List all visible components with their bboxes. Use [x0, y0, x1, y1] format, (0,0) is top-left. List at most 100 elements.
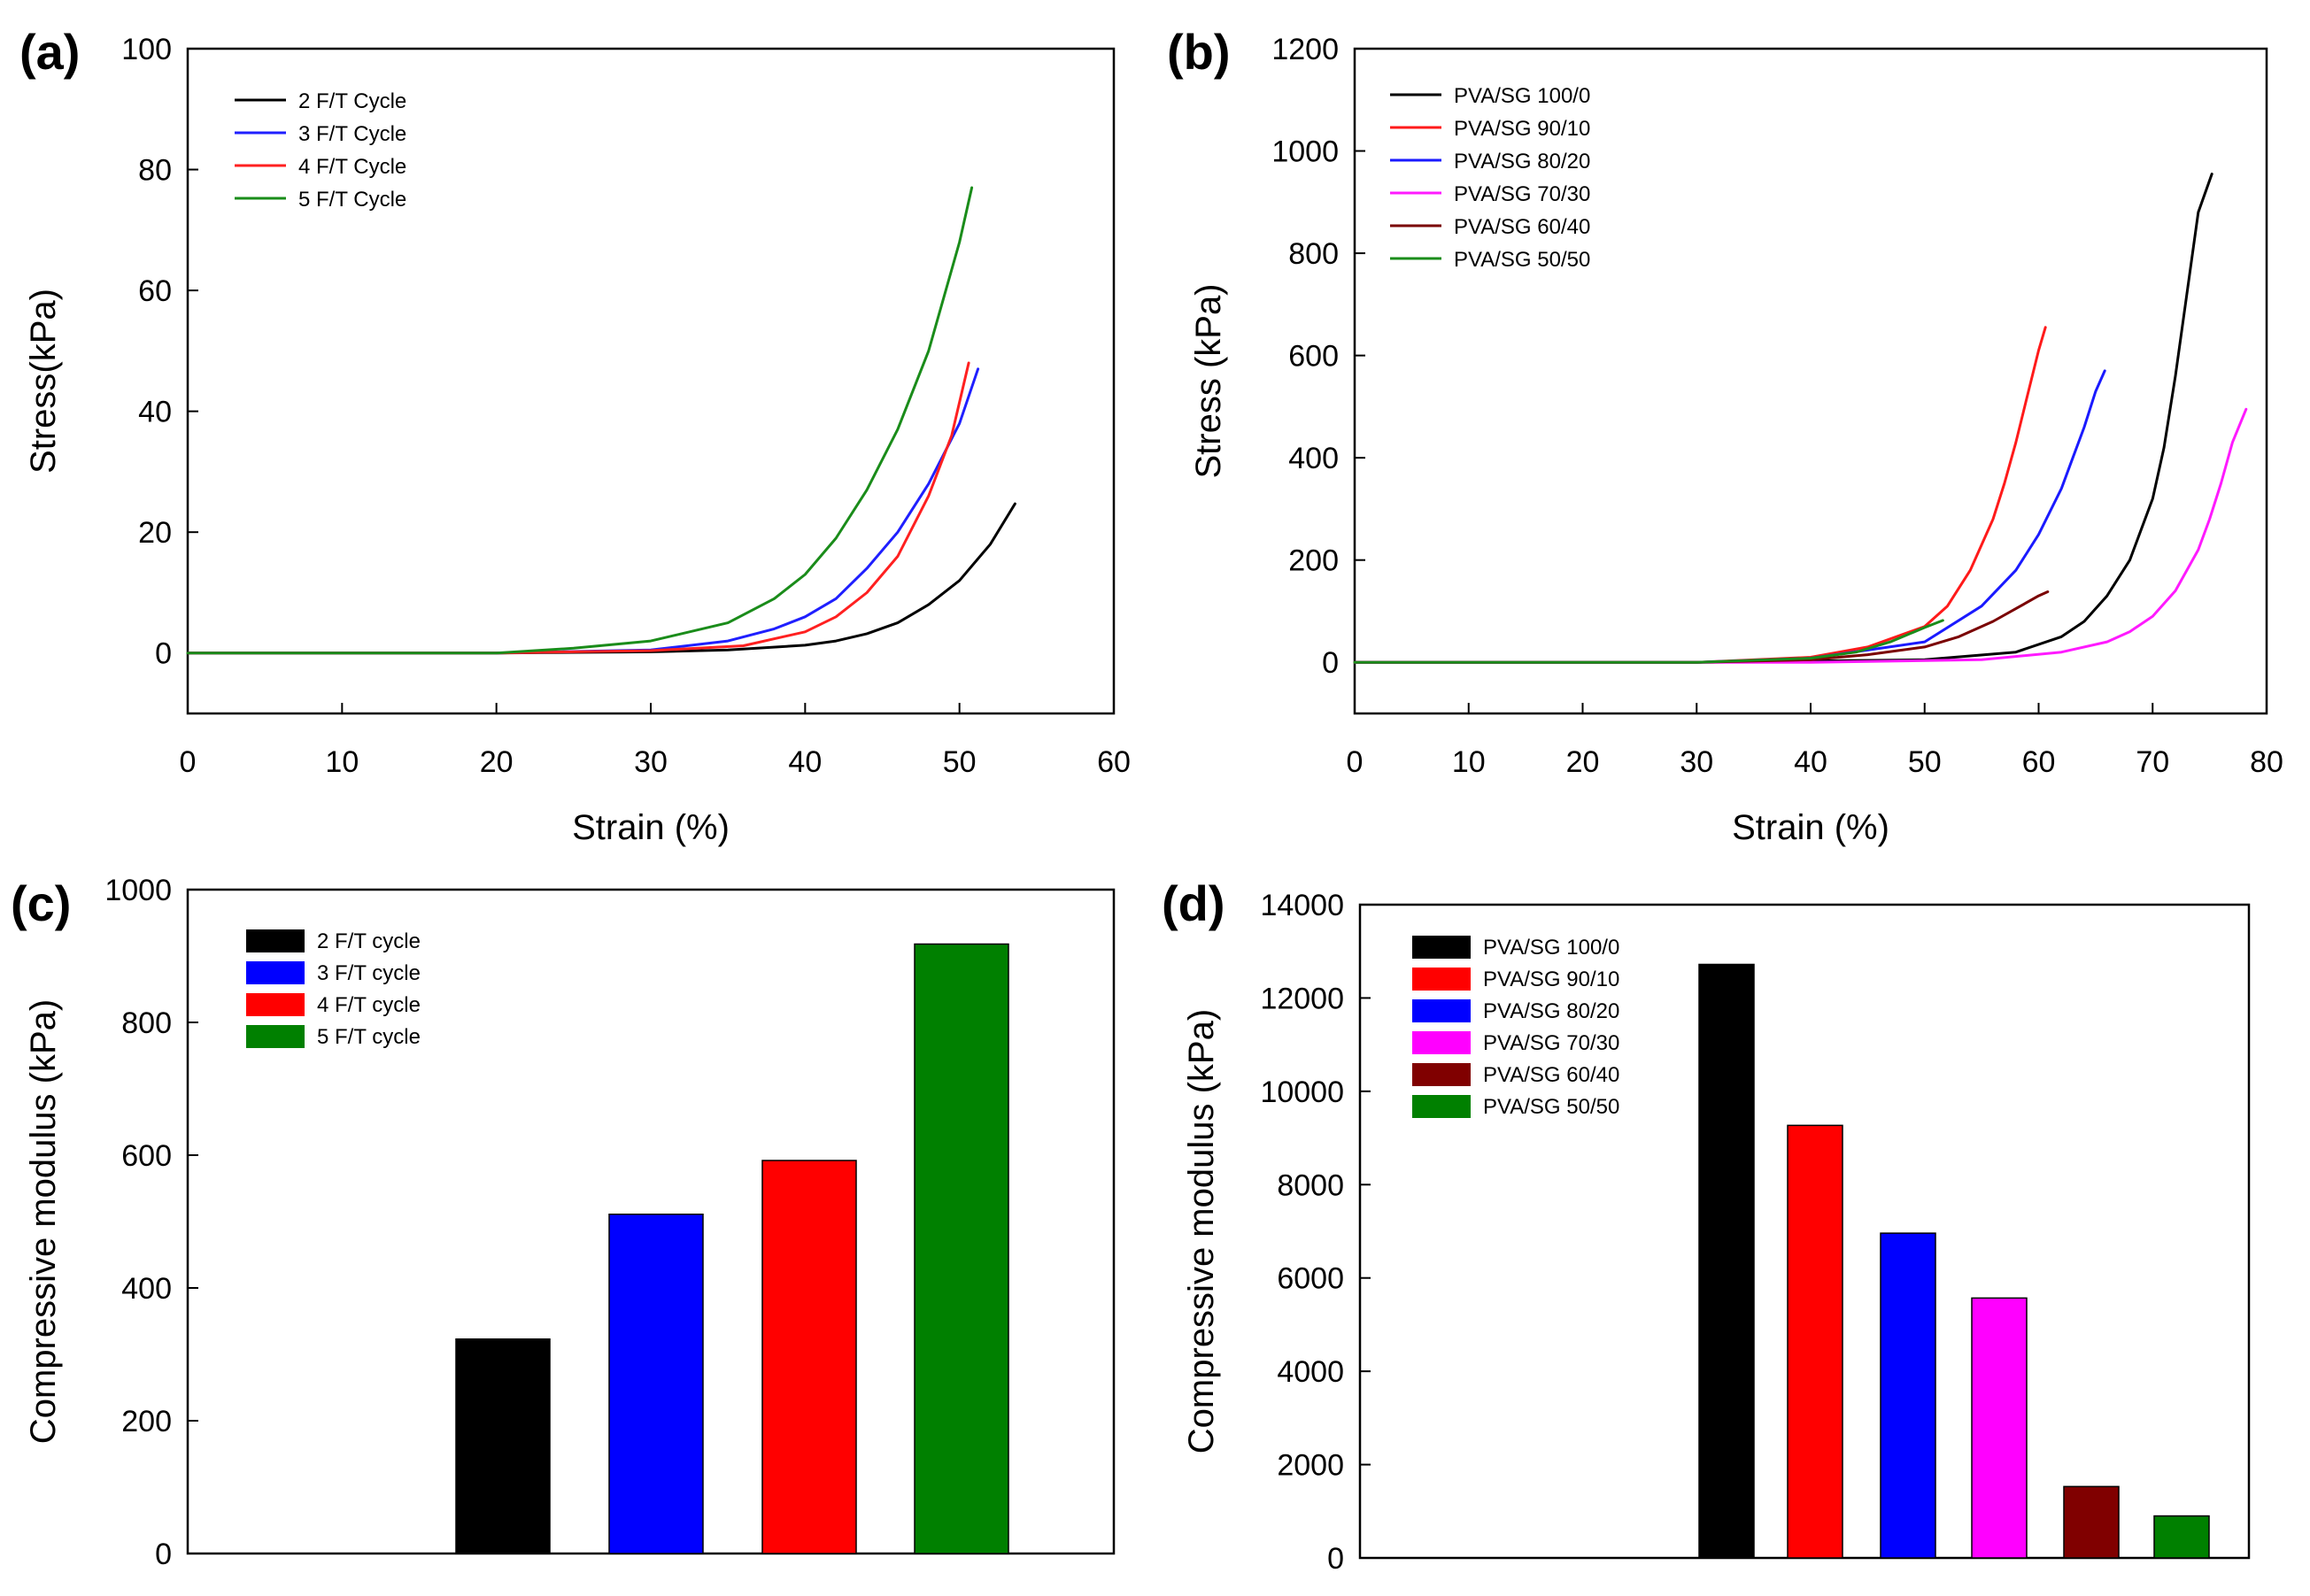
x-axis-title: Strain (%) [572, 808, 730, 847]
y-tick-label: 1200 [1271, 33, 1339, 66]
y-tick-label: 60 [138, 274, 172, 308]
y-tick-label: 400 [121, 1272, 172, 1306]
panel-b: (b) 0 200 400 600 800 1000 1200 Stress (kPa) 0 10 2… [1167, 24, 2283, 847]
y-axis-title: Stress (kPa) [1189, 283, 1228, 478]
series-line-2 [1353, 326, 2047, 664]
x-tick-label: 10 [325, 745, 359, 779]
panel-letter: (c) [11, 875, 71, 931]
legend-label: PVA/SG 50/50 [1454, 248, 1590, 272]
legend-swatch [1412, 968, 1471, 991]
y-tick-label: 0 [155, 1538, 172, 1571]
panel-letter: (d) [1162, 875, 1225, 931]
y-tick-label: 0 [1322, 646, 1339, 680]
x-tick-label: 40 [1794, 745, 1827, 779]
panel-a: (a) 0 20 40 60 80 100 Stress(kPa) 0 10 20 30 40 50 60 S… [19, 24, 1131, 847]
bar-2 [608, 1214, 704, 1554]
legend-label: PVA/SG 70/30 [1454, 182, 1590, 206]
y-tick-label: 14000 [1260, 889, 1344, 922]
series-line-1 [186, 502, 1016, 655]
legend-swatch [246, 929, 305, 952]
y-tick-label: 200 [121, 1405, 172, 1438]
legend-label: 4 F/T cycle [317, 993, 421, 1017]
legend-label: 3 F/T cycle [317, 961, 421, 985]
series-line-1 [1353, 173, 2213, 664]
bar-3 [761, 1160, 857, 1554]
x-tick-label: 60 [2022, 745, 2056, 779]
panel-letter: (a) [19, 24, 80, 80]
y-tick-label: 6000 [1277, 1262, 1344, 1296]
bar-4 [1971, 1297, 2028, 1559]
panel-letter: (b) [1167, 24, 1231, 80]
y-tick-label: 100 [121, 33, 172, 66]
legend-swatch [1412, 1063, 1471, 1086]
x-axis-title: Strain (%) [1732, 808, 1889, 847]
bar-5 [2063, 1485, 2120, 1559]
x-tick-label: 60 [1097, 745, 1131, 779]
x-tick-label: 20 [1566, 745, 1600, 779]
y-tick-label: 800 [1288, 237, 1339, 271]
y-tick-label: 0 [1327, 1542, 1344, 1576]
x-tick-label: 40 [788, 745, 822, 779]
panel-c: (c) 0 200 400 600 800 1000 Compressive modulus … [11, 874, 1116, 1571]
legend-swatch [246, 993, 305, 1016]
x-tick-label: 20 [480, 745, 514, 779]
y-tick-label: 800 [121, 1006, 172, 1040]
y-axis-title: Compressive modulus (kPa) [1182, 1009, 1221, 1453]
series-line-6 [1353, 619, 1944, 664]
series-line-5 [1353, 590, 2050, 664]
series-line-2 [186, 367, 980, 655]
y-tick-label: 0 [155, 637, 172, 671]
legend-label: 5 F/T cycle [317, 1025, 421, 1049]
x-tick-label: 50 [1908, 745, 1942, 779]
legend-label: PVA/SG 80/20 [1483, 999, 1619, 1023]
series-line-4 [1353, 407, 2248, 664]
x-tick-label: 0 [180, 745, 197, 779]
series-line-4 [186, 186, 974, 655]
legend-swatch [246, 1025, 305, 1048]
bar-1 [1698, 963, 1755, 1559]
x-tick-label: 50 [943, 745, 977, 779]
legend-swatch [1412, 936, 1471, 959]
legend-label: 2 F/T Cycle [298, 89, 406, 113]
y-tick-label: 80 [138, 154, 172, 188]
legend-label: 3 F/T Cycle [298, 122, 406, 146]
y-tick-label: 10000 [1260, 1076, 1344, 1109]
legend-label: PVA/SG 90/10 [1483, 968, 1619, 991]
bar-3 [1880, 1232, 1936, 1559]
y-tick-label: 4000 [1277, 1355, 1344, 1389]
legend-label: PVA/SG 90/10 [1454, 117, 1590, 141]
legend-swatch [1412, 999, 1471, 1022]
legend-label: PVA/SG 100/0 [1483, 936, 1619, 960]
x-tick-label: 0 [1347, 745, 1364, 779]
legend-label: PVA/SG 80/20 [1454, 150, 1590, 173]
y-tick-label: 600 [1288, 340, 1339, 374]
y-tick-label: 40 [138, 396, 172, 429]
y-tick-label: 20 [138, 516, 172, 550]
panel-d: (d) 0 2000 4000 6000 8000 10000 12000 14000 Compr… [1162, 875, 2251, 1576]
legend-swatch [246, 961, 305, 984]
y-axis-title: Compressive modulus (kPa) [24, 999, 63, 1444]
bar-2 [1787, 1124, 1843, 1559]
bar-4 [914, 943, 1009, 1554]
legend-label: PVA/SG 100/0 [1454, 84, 1590, 108]
bar-6 [2153, 1515, 2210, 1559]
x-tick-label: 30 [1680, 745, 1713, 779]
legend-label: 5 F/T Cycle [298, 188, 406, 212]
x-tick-label: 70 [2136, 745, 2169, 779]
y-tick-label: 400 [1288, 442, 1339, 475]
legend-label: 4 F/T Cycle [298, 155, 406, 179]
y-tick-label: 600 [121, 1139, 172, 1173]
legend-label: PVA/SG 50/50 [1483, 1095, 1619, 1119]
x-tick-label: 80 [2250, 745, 2283, 779]
bar-1 [455, 1338, 551, 1554]
plot-frame [1353, 47, 2268, 715]
series-line-3 [186, 361, 970, 655]
legend-swatch [1412, 1095, 1471, 1118]
x-tick-label: 10 [1452, 745, 1486, 779]
legend-label: PVA/SG 60/40 [1483, 1063, 1619, 1087]
y-tick-label: 12000 [1260, 982, 1344, 1015]
legend-label: PVA/SG 60/40 [1454, 215, 1590, 239]
x-tick-label: 30 [634, 745, 668, 779]
legend-label: PVA/SG 70/30 [1483, 1031, 1619, 1055]
